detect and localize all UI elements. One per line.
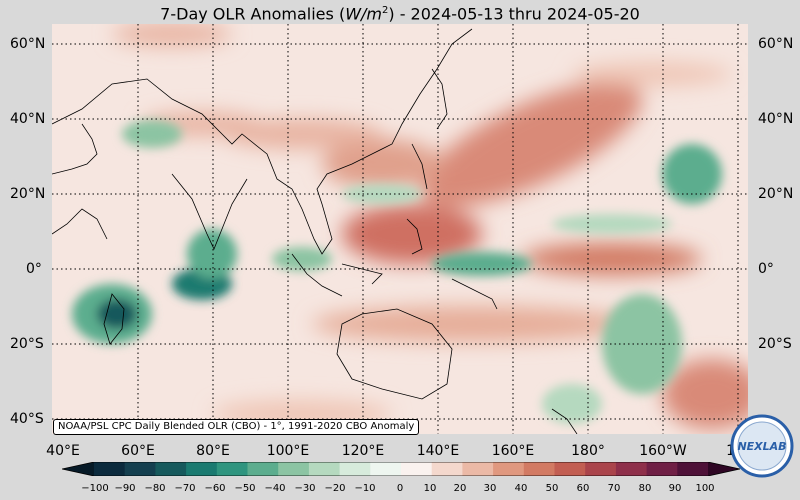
colorbar-segment: [431, 462, 463, 476]
colorbar-segment: [94, 462, 126, 476]
lat-label-right: 20°N: [758, 186, 794, 202]
colorbar-segment: [308, 462, 341, 476]
colorbar-tick: 10: [423, 483, 437, 494]
colorbar-tick: −80: [144, 483, 166, 494]
colorbar-tick: 40: [514, 483, 528, 494]
lat-label-right: 20°S: [758, 336, 792, 352]
colorbar-segment: [615, 462, 648, 476]
lat-label-right: 0°: [758, 261, 774, 277]
map-title: 7-Day OLR Anomalies (W/m2) - 2024-05-13 …: [160, 4, 640, 24]
colorbar-tick: 0: [396, 483, 404, 494]
lat-label-right: 40°N: [758, 111, 794, 127]
lat-label-left: 60°N: [10, 36, 46, 52]
colorbar-tick: 60: [576, 483, 590, 494]
lat-label-left: 40°S: [10, 411, 44, 427]
colorbar-tick: 90: [668, 483, 682, 494]
colorbar-tick: −20: [324, 483, 346, 494]
lat-label-right: 60°N: [758, 36, 794, 52]
colorbar-tick: 50: [545, 483, 559, 494]
colorbar-tick: −30: [294, 483, 316, 494]
lon-label: 120°E: [341, 443, 385, 459]
lat-label-left: 0°: [26, 261, 42, 277]
colorbar-tick: −10: [354, 483, 376, 494]
lon-label: 40°E: [46, 443, 80, 459]
colorbar-tick: 70: [607, 483, 621, 494]
lat-label-left: 40°N: [10, 111, 46, 127]
lon-label: 160°E: [491, 443, 535, 459]
colorbar-segment: [216, 462, 248, 476]
lon-label: 100°E: [266, 443, 310, 459]
lon-label: 180°: [571, 443, 605, 459]
colorbar-tick: 100: [695, 483, 715, 494]
colorbar-segment: [124, 462, 156, 476]
colorbar-segment: [247, 462, 279, 476]
nexlab-logo: NEXLAB: [730, 414, 794, 478]
lat-label-left: 20°N: [10, 186, 46, 202]
coastlines: [52, 28, 578, 434]
colorbar-extension-low: [62, 462, 94, 476]
lon-label: 80°E: [196, 443, 230, 459]
colorbar: [62, 462, 740, 476]
colorbar-segment: [370, 462, 402, 476]
colorbar-tick: −90: [114, 483, 136, 494]
colorbar-segment: [155, 462, 187, 476]
data-source-credit: NOAA/PSL CPC Daily Blended OLR (CBO) - 1…: [53, 419, 420, 435]
colorbar-tick: 30: [483, 483, 497, 494]
colorbar-segment: [646, 462, 678, 476]
colorbar-tick: −40: [264, 483, 286, 494]
colorbar-segment: [554, 462, 586, 476]
colorbar-segment: [278, 462, 310, 476]
colorbar-segment: [186, 462, 218, 476]
logo-text: NEXLAB: [737, 440, 786, 453]
lon-label: 140°E: [416, 443, 460, 459]
colorbar-tick: −100: [81, 483, 109, 494]
colorbar-tick: 80: [638, 483, 652, 494]
lon-label: 60°E: [121, 443, 155, 459]
colorbar-segment: [523, 462, 555, 476]
olr-anomaly-map: [52, 24, 748, 434]
colorbar-tick: −60: [204, 483, 226, 494]
positive-anomaly-regions: [112, 24, 748, 429]
lat-label-left: 20°S: [10, 336, 44, 352]
colorbar-tick: −50: [234, 483, 256, 494]
colorbar-segment: [401, 462, 433, 476]
colorbar-segment: [493, 462, 525, 476]
colorbar-segment: [339, 462, 371, 476]
colorbar-extension-high: [708, 462, 740, 476]
colorbar-segment: [462, 462, 494, 476]
colorbar-tick: −70: [174, 483, 196, 494]
colorbar-segment: [677, 462, 709, 476]
lon-label: 160°W: [639, 443, 687, 459]
colorbar-tick: 20: [453, 483, 467, 494]
colorbar-segment: [585, 462, 617, 476]
